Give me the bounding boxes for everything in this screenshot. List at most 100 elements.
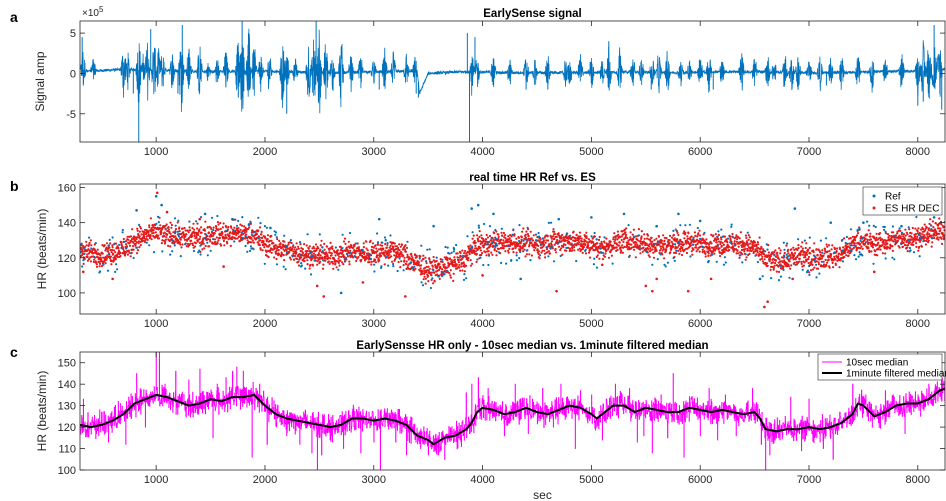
es-point <box>345 246 348 249</box>
es-point <box>541 249 544 252</box>
es-point <box>825 264 828 267</box>
es-point <box>723 235 727 238</box>
es-point <box>797 246 800 250</box>
ref-point <box>893 258 896 261</box>
es-point <box>581 251 584 254</box>
ref-point <box>224 229 228 232</box>
ref-point <box>677 241 681 244</box>
es-point <box>552 228 555 231</box>
es-point <box>737 245 740 248</box>
es-point <box>407 264 410 267</box>
es-point <box>138 235 141 238</box>
y-tick-label: 120 <box>58 253 76 265</box>
es-point <box>472 234 475 237</box>
es-point <box>250 237 253 240</box>
es-point <box>595 255 598 259</box>
es-point <box>610 254 614 257</box>
ref-point <box>866 220 869 223</box>
es-point <box>389 250 392 253</box>
es-point <box>452 272 455 275</box>
es-point <box>399 245 402 248</box>
es-point <box>81 250 84 253</box>
x-tick-label: 4000 <box>470 474 494 486</box>
es-point <box>432 255 435 259</box>
es-point <box>922 227 925 231</box>
es-point <box>283 259 286 262</box>
es-point <box>845 248 849 251</box>
ref-point <box>173 244 176 247</box>
es-point <box>276 238 279 241</box>
es-point <box>898 246 901 249</box>
ref-outlier <box>829 221 833 224</box>
es-point <box>891 245 894 248</box>
es-point <box>226 242 229 245</box>
ref-point <box>518 257 521 260</box>
es-point <box>354 252 357 255</box>
es-point <box>629 236 632 239</box>
es-point <box>169 232 172 235</box>
es-point <box>196 222 199 225</box>
es-point <box>307 252 310 256</box>
es-point <box>662 246 665 249</box>
es-point <box>127 238 130 241</box>
ref-point <box>900 231 904 234</box>
es-point <box>100 264 104 268</box>
es-point <box>99 256 102 259</box>
es-point <box>293 254 297 258</box>
es-point <box>479 242 482 245</box>
es-point <box>467 245 470 248</box>
es-point <box>660 241 663 244</box>
es-point <box>317 253 320 256</box>
es-point <box>912 243 915 246</box>
es-point <box>189 242 192 245</box>
es-point <box>327 260 330 263</box>
es-point <box>545 239 548 242</box>
es-point <box>811 263 814 266</box>
ref-point <box>909 249 912 252</box>
es-point <box>550 240 554 243</box>
es-point <box>574 239 578 242</box>
es-point <box>88 258 91 261</box>
es-point <box>808 246 811 249</box>
es-point <box>342 254 345 257</box>
ref-point <box>674 228 677 231</box>
ref-point <box>512 228 515 231</box>
es-point <box>493 248 496 251</box>
es-point <box>330 254 333 257</box>
es-point <box>816 253 819 256</box>
es-point <box>843 237 846 240</box>
es-point <box>164 240 167 243</box>
es-point <box>288 256 291 259</box>
es-point <box>424 282 427 285</box>
x-tick-label: 1000 <box>144 318 168 330</box>
ref-point <box>628 255 631 258</box>
es-point <box>572 239 575 242</box>
es-point <box>263 246 266 249</box>
es-point <box>457 258 460 261</box>
es-point <box>462 261 465 264</box>
es-point <box>122 237 125 241</box>
ref-outlier <box>932 216 936 219</box>
es-point <box>843 251 847 255</box>
es-point <box>324 259 327 262</box>
ref-point <box>675 249 678 252</box>
es-point <box>525 241 528 244</box>
es-point <box>727 245 731 249</box>
ref-point <box>446 269 449 273</box>
es-point <box>701 248 704 251</box>
es-point <box>495 250 498 253</box>
ref-point <box>386 242 389 245</box>
es-point <box>809 269 813 272</box>
ref-point <box>853 244 856 247</box>
ref-outlier <box>470 207 473 210</box>
es-point <box>933 232 936 235</box>
es-point <box>663 257 666 260</box>
es-point <box>744 247 747 250</box>
es-point <box>696 235 699 238</box>
es-point <box>370 263 373 266</box>
es-point <box>131 228 134 231</box>
es-point <box>685 251 689 255</box>
es-point <box>438 277 441 280</box>
es-point <box>119 251 122 255</box>
es-point <box>539 238 542 241</box>
